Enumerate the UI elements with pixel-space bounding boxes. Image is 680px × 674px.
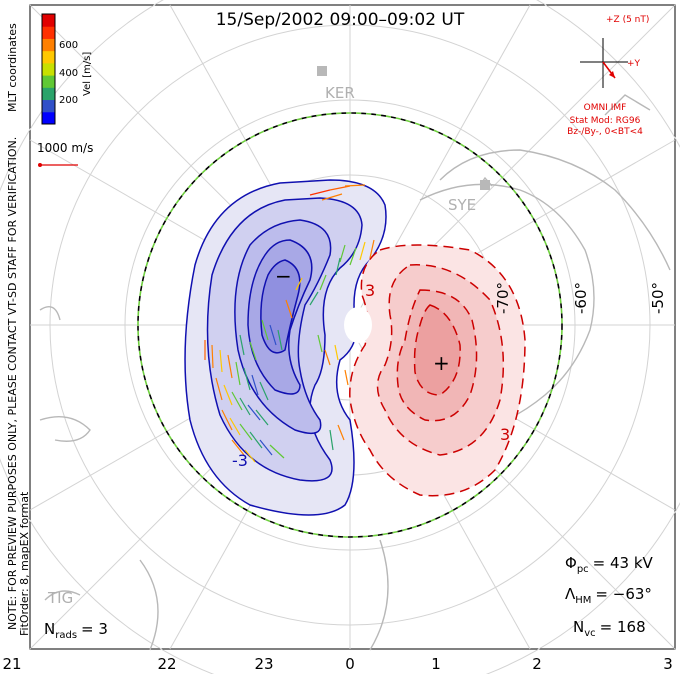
hm-boundary [137,112,563,538]
colorbar-border [41,13,56,125]
mlt-label-22: 22 [157,655,176,673]
velocity-colorbar [41,13,56,125]
stat-phi-pc: Φpc = 43 kV [565,554,654,575]
potential-min-marker: − [275,264,292,288]
lat-label-50: -50° [649,282,667,314]
imf-source: OMNI IMF [584,103,627,113]
preview-note: NOTE: FOR PREVIEW PURPOSES ONLY, PLEASE … [6,137,19,630]
imf-z-label: +Z (5 nT) [606,15,649,25]
colorbar-swatch [42,26,55,39]
hm-boundary-overlay [137,112,563,538]
map-title: 15/Sep/2002 09:00–09:02 UT [216,10,465,30]
colorbar-swatch [42,50,55,64]
colorbar-tick-200: 200 [59,95,78,106]
negative-potential-cell [184,179,387,516]
imf-dial [580,38,628,88]
imf-y-label: +Y [627,59,641,69]
fit-order-note: FitOrder: 8, mapEX format [18,491,31,636]
negative-contour-label: -3 [232,451,248,470]
map-frame [29,4,676,650]
colorbar-tick-600: 600 [59,40,78,51]
mlt-label-21: 21 [2,655,21,673]
velocity-vectors [204,184,375,463]
colorbar-swatch [42,14,55,27]
lat-label-60: -60° [572,282,590,314]
pole-gap [344,307,372,343]
station-marker-ker [317,66,327,76]
colorbar-unit-label: Vel [m/s] [82,52,93,96]
mlt-label-0: 0 [345,655,355,673]
colorbar-swatch [42,87,55,101]
colorbar-swatch [42,111,55,125]
stat-n-vc: Nvc = 168 [573,618,646,639]
station-marker-sye [480,180,490,190]
mlt-label-2: 2 [532,655,542,673]
station-label-ker: KER [325,84,355,102]
positive-contour-label: 3 [365,281,375,300]
colorbar-swatch [42,38,55,52]
station-label-tig: TIG [47,589,73,607]
coordinates-label: MLT coordinates [6,23,19,112]
mlt-label-3: 3 [663,655,673,673]
positive-potential-cell [349,244,526,497]
colorbar-tick-400: 400 [59,68,78,79]
colorbar-swatch [42,75,55,88]
stat-n-rads: Nrads = 3 [44,620,108,641]
potential-max-marker: + [433,351,450,375]
imf-model-line2: Bz-/By-, 0<BT<4 [567,127,643,137]
reference-vector-label: 1000 m/s [37,141,93,155]
mlt-label-1: 1 [431,655,441,673]
positive-contour-label-2: 3 [500,425,510,444]
reference-vector-origin [38,163,42,167]
imf-model-line1: Stat Mod: RG96 [570,116,641,126]
station-label-sye: SYE [448,196,476,214]
stat-lambda-hm: ΛHM = −63° [565,585,652,606]
lat-label-70: -70° [494,282,512,314]
mlt-label-23: 23 [254,655,273,673]
colorbar-swatch [42,99,55,113]
colorbar-swatch [42,62,55,76]
